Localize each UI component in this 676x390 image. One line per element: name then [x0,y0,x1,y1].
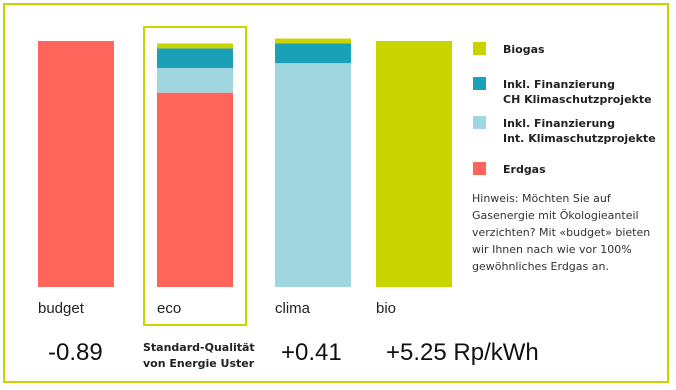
legend-swatch-ch [473,77,486,90]
bar-eco-biogas [157,43,233,49]
price-labels: -0.89 Standard-Qualität von Energie Uster +… [48,339,539,370]
category-label-clima: clima [275,300,311,317]
legend-swatch-erdgas [473,162,486,175]
category-labels: budget eco clima bio [38,300,396,317]
bar-bio-biogas [376,41,452,287]
price-label-bio: +5.25 Rp/kWh [386,339,539,366]
legend-label-int: Inkl. Finanzierung Int. Klimaschutzprojek… [503,117,656,145]
legend-swatch-int [473,116,486,129]
bar-eco-int [157,68,233,93]
category-label-budget: budget [38,300,85,317]
highlight-frame-eco [143,26,247,326]
bar-budget-erdgas [38,41,114,287]
bar-eco-erdgas [157,92,233,287]
bar-eco-ch [157,48,233,69]
price-label-budget: -0.89 [48,339,103,366]
legend-label-biogas: Biogas [503,43,545,56]
price-label-eco: Standard-Qualität von Energie Uster [143,341,255,370]
legend-label-erdgas: Erdgas [503,163,546,176]
bars-group [38,26,452,326]
legend-label-ch: Inkl. Finanzierung CH Klimaschutzprojekte [503,78,652,106]
bar-clima-ch [275,43,351,64]
hint-note: Hinweis: Möchten Sie auf Gasenergie mit Ö… [472,192,650,273]
legend-swatch-biogas [473,42,486,55]
category-label-bio: bio [376,300,396,317]
category-label-eco: eco [157,300,181,317]
bar-clima-int [275,63,351,287]
legend: Biogas Inkl. Finanzierung CH Klimaschutzpr… [473,42,656,176]
hint-text: Hinweis: Möchten Sie auf Gasenergie mit Ö… [472,192,650,273]
price-label-clima: +0.41 [281,339,342,366]
bar-clima-biogas [275,38,351,44]
